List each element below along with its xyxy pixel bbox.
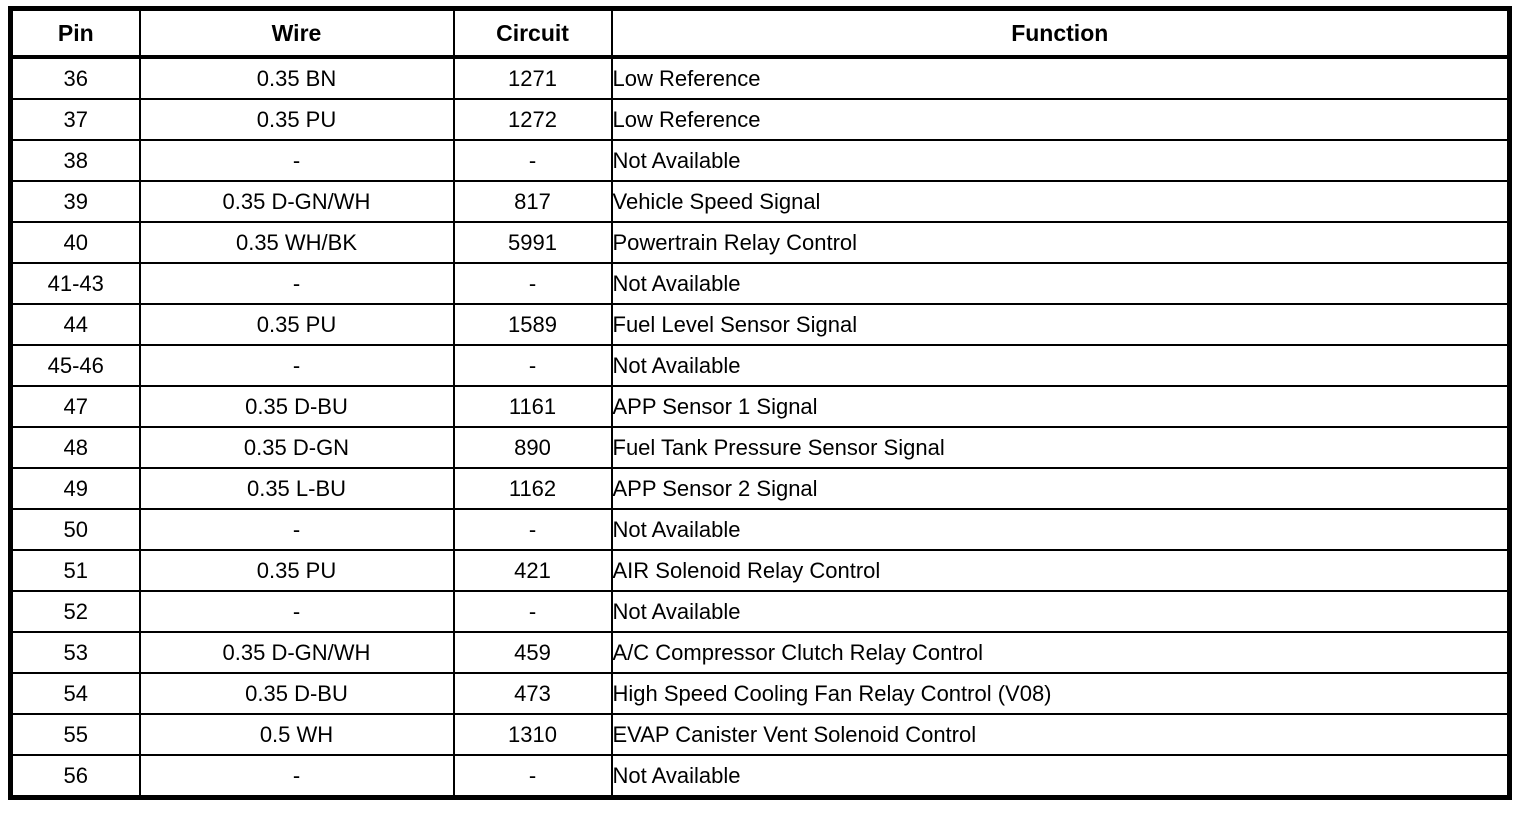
connector-pinout-table: Pin Wire Circuit Function 36 0.35 BN 127… xyxy=(8,6,1512,800)
table-row: 44 0.35 PU 1589 Fuel Level Sensor Signal xyxy=(9,303,1511,346)
pin-cell: 37 xyxy=(9,98,141,141)
pin-cell: 52 xyxy=(9,590,141,633)
header-wire: Wire xyxy=(138,7,455,59)
circuit-cell: 1271 xyxy=(452,56,613,100)
wire-cell: 0.5 WH xyxy=(138,713,455,756)
function-cell: Not Available xyxy=(610,139,1511,182)
pin-cell: 56 xyxy=(9,754,141,799)
table-row: 41-43 - - Not Available xyxy=(9,262,1511,305)
header-pin: Pin xyxy=(9,7,141,59)
pin-cell: 47 xyxy=(9,385,141,428)
function-cell: Vehicle Speed Signal xyxy=(610,180,1511,223)
pin-cell: 54 xyxy=(9,672,141,715)
function-cell: EVAP Canister Vent Solenoid Control xyxy=(610,713,1511,756)
wire-cell: 0.35 PU xyxy=(138,98,455,141)
pin-cell: 50 xyxy=(9,508,141,551)
function-cell: Not Available xyxy=(610,262,1511,305)
table-row: 40 0.35 WH/BK 5991 Powertrain Relay Cont… xyxy=(9,221,1511,264)
wire-cell: - xyxy=(138,508,455,551)
function-cell: Low Reference xyxy=(610,56,1511,100)
table-row: 55 0.5 WH 1310 EVAP Canister Vent Soleno… xyxy=(9,713,1511,756)
pin-cell: 40 xyxy=(9,221,141,264)
table-row: 50 - - Not Available xyxy=(9,508,1511,551)
circuit-cell: - xyxy=(452,590,613,633)
wire-cell: 0.35 D-BU xyxy=(138,385,455,428)
pin-cell: 36 xyxy=(9,56,141,100)
circuit-cell: 817 xyxy=(452,180,613,223)
function-cell: Powertrain Relay Control xyxy=(610,221,1511,264)
wire-cell: - xyxy=(138,754,455,799)
header-function: Function xyxy=(610,7,1511,59)
circuit-cell: - xyxy=(452,139,613,182)
function-cell: APP Sensor 2 Signal xyxy=(610,467,1511,510)
table-body: 36 0.35 BN 1271 Low Reference 37 0.35 PU… xyxy=(9,56,1511,799)
function-cell: Not Available xyxy=(610,508,1511,551)
circuit-cell: - xyxy=(452,754,613,799)
function-cell: Fuel Level Sensor Signal xyxy=(610,303,1511,346)
function-cell: A/C Compressor Clutch Relay Control xyxy=(610,631,1511,674)
wire-cell: 0.35 D-GN xyxy=(138,426,455,469)
wire-cell: - xyxy=(138,590,455,633)
function-cell: Not Available xyxy=(610,344,1511,387)
wire-cell: 0.35 L-BU xyxy=(138,467,455,510)
table-row: 37 0.35 PU 1272 Low Reference xyxy=(9,98,1511,141)
function-cell: Low Reference xyxy=(610,98,1511,141)
function-cell: APP Sensor 1 Signal xyxy=(610,385,1511,428)
function-cell: High Speed Cooling Fan Relay Control (V0… xyxy=(610,672,1511,715)
circuit-cell: 1589 xyxy=(452,303,613,346)
table-row: 36 0.35 BN 1271 Low Reference xyxy=(9,56,1511,100)
pin-cell: 53 xyxy=(9,631,141,674)
table-row: 53 0.35 D-GN/WH 459 A/C Compressor Clutc… xyxy=(9,631,1511,674)
pin-cell: 39 xyxy=(9,180,141,223)
table-row: 45-46 - - Not Available xyxy=(9,344,1511,387)
wire-cell: 0.35 D-GN/WH xyxy=(138,180,455,223)
table-row: 47 0.35 D-BU 1161 APP Sensor 1 Signal xyxy=(9,385,1511,428)
circuit-cell: 421 xyxy=(452,549,613,592)
circuit-cell: 473 xyxy=(452,672,613,715)
function-cell: Fuel Tank Pressure Sensor Signal xyxy=(610,426,1511,469)
circuit-cell: 5991 xyxy=(452,221,613,264)
wire-cell: 0.35 BN xyxy=(138,56,455,100)
header-row: Pin Wire Circuit Function xyxy=(9,7,1511,59)
wire-cell: - xyxy=(138,344,455,387)
table-row: 51 0.35 PU 421 AIR Solenoid Relay Contro… xyxy=(9,549,1511,592)
pin-cell: 38 xyxy=(9,139,141,182)
table-row: 54 0.35 D-BU 473 High Speed Cooling Fan … xyxy=(9,672,1511,715)
pin-cell: 49 xyxy=(9,467,141,510)
circuit-cell: - xyxy=(452,262,613,305)
table-row: 49 0.35 L-BU 1162 APP Sensor 2 Signal xyxy=(9,467,1511,510)
table-row: 56 - - Not Available xyxy=(9,754,1511,799)
wire-cell: - xyxy=(138,139,455,182)
pin-cell: 44 xyxy=(9,303,141,346)
circuit-cell: 1310 xyxy=(452,713,613,756)
function-cell: Not Available xyxy=(610,590,1511,633)
pin-cell: 51 xyxy=(9,549,141,592)
header-circuit: Circuit xyxy=(452,7,613,59)
pin-cell: 48 xyxy=(9,426,141,469)
table-row: 38 - - Not Available xyxy=(9,139,1511,182)
circuit-cell: - xyxy=(452,508,613,551)
circuit-cell: 459 xyxy=(452,631,613,674)
table-row: 39 0.35 D-GN/WH 817 Vehicle Speed Signal xyxy=(9,180,1511,223)
circuit-cell: 1161 xyxy=(452,385,613,428)
table-row: 48 0.35 D-GN 890 Fuel Tank Pressure Sens… xyxy=(9,426,1511,469)
circuit-cell: - xyxy=(452,344,613,387)
pin-cell: 55 xyxy=(9,713,141,756)
table-row: 52 - - Not Available xyxy=(9,590,1511,633)
pin-cell: 41-43 xyxy=(9,262,141,305)
table-header: Pin Wire Circuit Function xyxy=(9,7,1511,59)
circuit-cell: 890 xyxy=(452,426,613,469)
function-cell: AIR Solenoid Relay Control xyxy=(610,549,1511,592)
wire-cell: 0.35 PU xyxy=(138,303,455,346)
wire-cell: 0.35 D-BU xyxy=(138,672,455,715)
wire-cell: 0.35 PU xyxy=(138,549,455,592)
wire-cell: 0.35 D-GN/WH xyxy=(138,631,455,674)
circuit-cell: 1272 xyxy=(452,98,613,141)
function-cell: Not Available xyxy=(610,754,1511,799)
wire-cell: 0.35 WH/BK xyxy=(138,221,455,264)
wire-cell: - xyxy=(138,262,455,305)
circuit-cell: 1162 xyxy=(452,467,613,510)
pin-cell: 45-46 xyxy=(9,344,141,387)
